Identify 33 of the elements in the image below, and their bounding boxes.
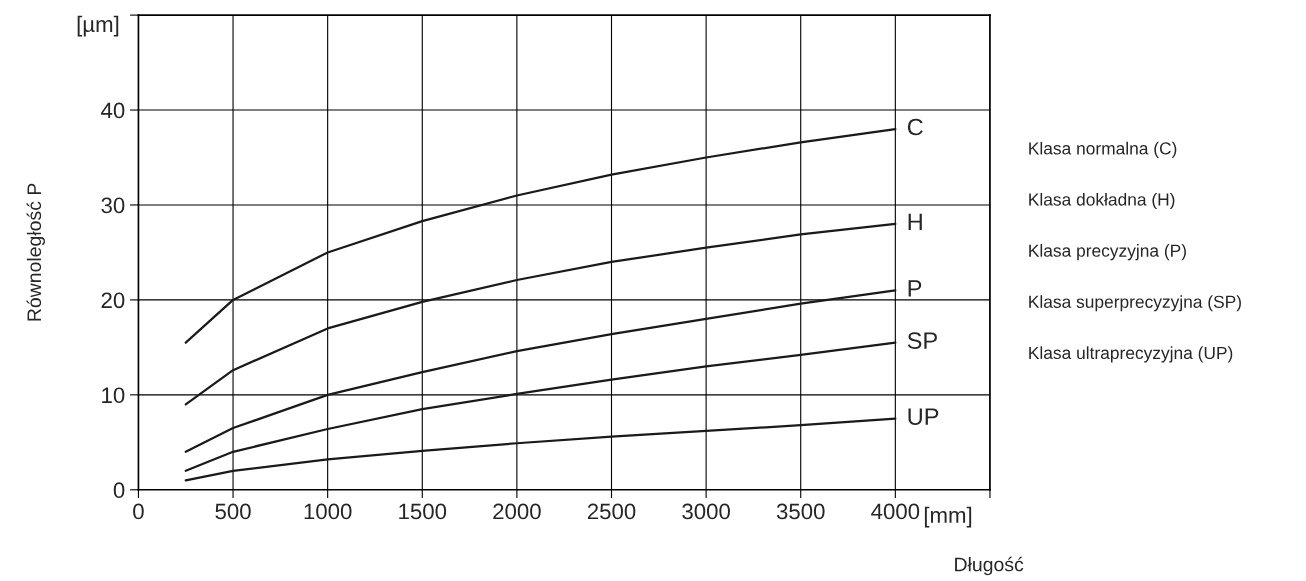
text: Klasa ultraprecyzyjna (UP) xyxy=(1029,346,1233,363)
series-label: C xyxy=(907,118,923,136)
x-tick-label: 1000 xyxy=(304,503,352,520)
series-label: P xyxy=(908,280,922,297)
line-series xyxy=(184,127,897,344)
text: Klasa superprecyzyjna (SP) xyxy=(1029,295,1241,312)
x-tick-label: 3500 xyxy=(776,503,825,520)
series-label: UP xyxy=(908,408,939,425)
text: Klasa precyzyjna (P) xyxy=(1029,244,1186,261)
text: [µm] xyxy=(77,15,119,37)
y-axis-title: Równoległość P xyxy=(26,183,45,321)
y-tick-label: 30 xyxy=(101,197,125,214)
x-tick-label: 500 xyxy=(215,503,251,520)
series-label: SP xyxy=(907,332,937,349)
x-axis-title: Długość xyxy=(955,556,1024,576)
x-tick-label: 2000 xyxy=(493,503,541,520)
text: Klasa normalna (C) xyxy=(1029,141,1177,158)
text: Klasa dokładna (H) xyxy=(1029,192,1175,210)
x-tick-label: 0 xyxy=(133,503,144,520)
y-tick-label: 10 xyxy=(102,387,125,404)
x-tick-label: 2500 xyxy=(587,503,636,520)
y-tick-label: 40 xyxy=(101,102,125,119)
x-tick-label: 3000 xyxy=(682,503,730,520)
y-tick-label: 20 xyxy=(101,292,125,309)
line-series xyxy=(184,417,897,482)
line-series xyxy=(184,341,897,472)
line-series xyxy=(184,222,897,406)
x-tick-label: 4000 xyxy=(871,503,920,520)
y-tick-label: 0 xyxy=(113,482,125,499)
line-series xyxy=(184,289,897,453)
x-tick-label: 1500 xyxy=(399,503,447,520)
series-label: H xyxy=(908,213,922,231)
text: [mm] xyxy=(924,506,972,528)
